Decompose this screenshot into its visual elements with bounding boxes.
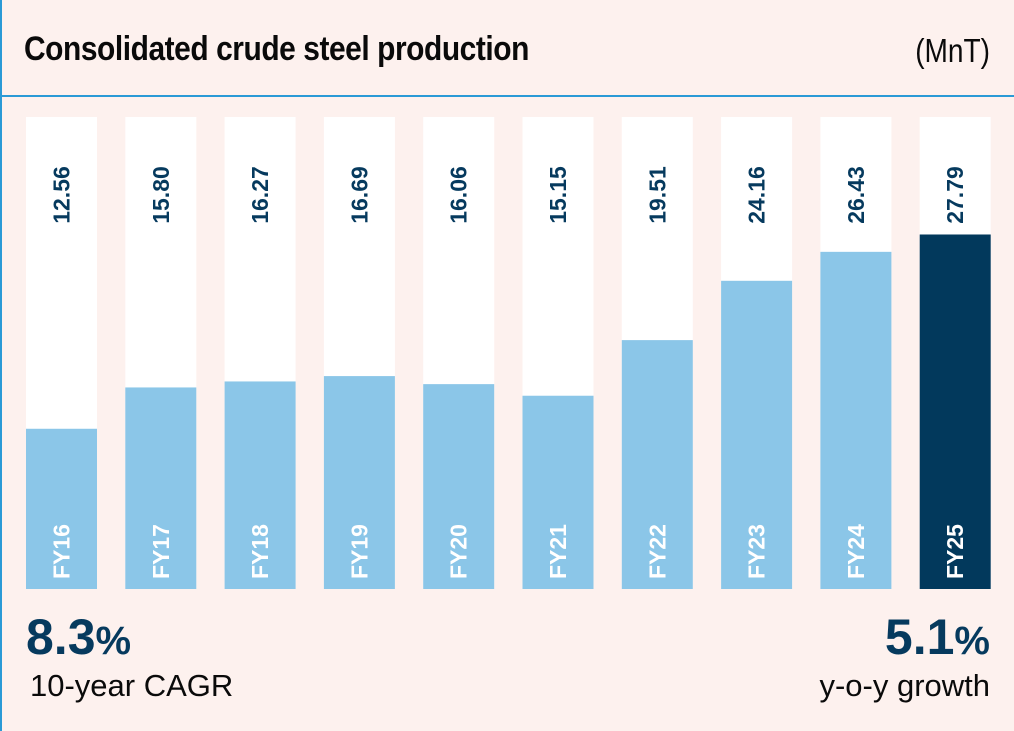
bar-category-label: FY21 — [545, 524, 571, 579]
bar-value-label: 24.16 — [744, 166, 770, 224]
chart-title: Consolidated crude steel production — [24, 30, 529, 68]
bar-value-label: 16.06 — [446, 166, 472, 224]
bar-category-label: FY23 — [744, 524, 770, 579]
bar-category-label: FY24 — [843, 524, 869, 579]
bar-category-label: FY18 — [247, 524, 273, 579]
bar-value-label: 27.79 — [942, 166, 968, 224]
cagr-caption: 10-year CAGR — [30, 668, 234, 703]
bar — [125, 387, 197, 589]
bar — [423, 384, 495, 589]
yoy-value: 5.1 — [884, 609, 955, 665]
cagr-stat: 8.3% — [26, 612, 131, 662]
bar-category-label: FY22 — [644, 524, 670, 579]
bar — [224, 381, 296, 589]
bar — [621, 340, 693, 589]
bar-category-label: FY19 — [346, 524, 372, 579]
bar-value-label: 15.80 — [148, 166, 174, 224]
bar — [26, 428, 97, 589]
bar-value-label: 16.27 — [247, 166, 273, 224]
unit-label: (MnT) — [915, 32, 990, 69]
bar-category-label: FY17 — [148, 524, 174, 579]
bar-category-label: FY25 — [942, 524, 968, 579]
cagr-value: 8.3 — [26, 609, 96, 665]
bar-value-label: 16.69 — [346, 166, 372, 224]
bar-value-label: 12.56 — [49, 166, 75, 224]
bar — [919, 234, 991, 589]
yoy-stat: 5.1% — [885, 612, 990, 662]
bar-value-label: 26.43 — [843, 166, 869, 224]
yoy-percent-sign: % — [954, 619, 990, 663]
bar-value-label: 19.51 — [644, 166, 670, 224]
bar-category-label: FY20 — [446, 524, 472, 579]
bar-value-label: 15.15 — [545, 166, 571, 224]
bar — [721, 280, 793, 589]
bar — [323, 376, 395, 589]
frame-left-border — [0, 0, 2, 731]
header-divider — [0, 95, 1014, 97]
cagr-percent-sign: % — [95, 619, 132, 663]
bar — [522, 395, 594, 589]
yoy-caption: y-o-y growth — [819, 668, 990, 703]
chart-header: Consolidated crude steel production (MnT… — [0, 0, 1014, 97]
bar-category-label: FY16 — [49, 524, 75, 579]
bar — [820, 251, 892, 589]
